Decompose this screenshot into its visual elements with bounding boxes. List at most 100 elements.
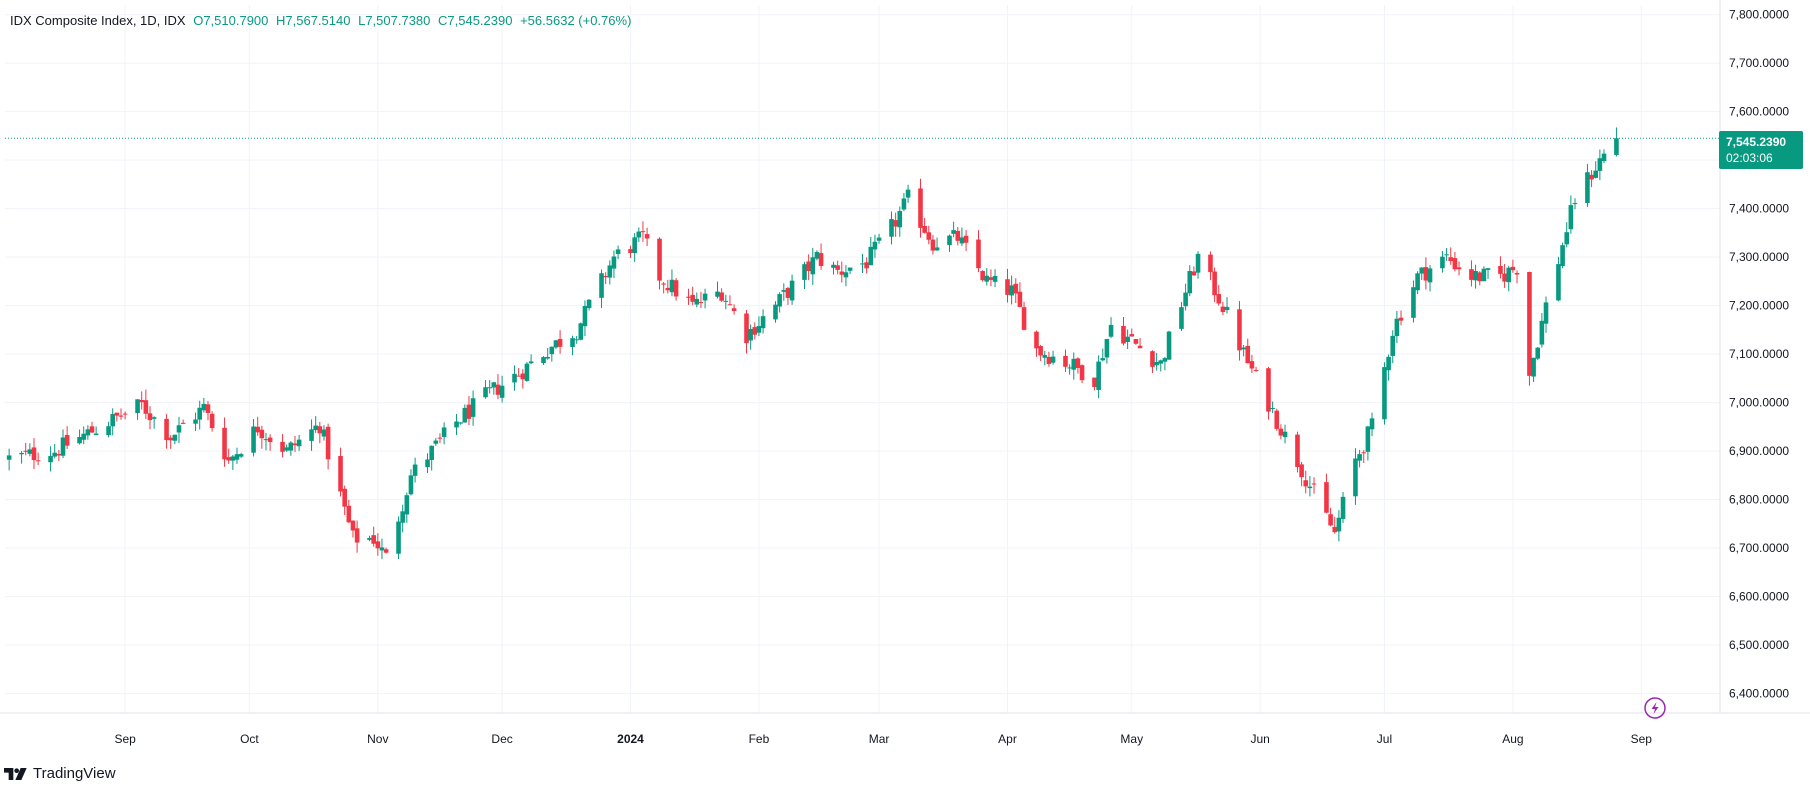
candle: [487, 380, 492, 394]
candle: [317, 421, 323, 444]
candle: [230, 454, 236, 471]
candle-body: [27, 449, 33, 454]
candle-body: [615, 249, 621, 254]
candle: [785, 286, 791, 306]
candle-body: [313, 425, 318, 431]
candle: [607, 260, 613, 285]
candle: [818, 243, 824, 270]
candle: [1361, 450, 1367, 464]
candle: [868, 237, 874, 266]
candle: [1303, 470, 1309, 494]
candle: [309, 419, 314, 451]
candle: [1340, 491, 1346, 523]
candle: [1042, 350, 1048, 366]
candle-body: [296, 439, 302, 447]
candle: [918, 178, 923, 238]
candle-body: [744, 313, 749, 344]
time-tick-label: Sep: [114, 732, 136, 746]
candle-body: [1063, 355, 1068, 367]
candle: [582, 300, 588, 337]
candle-body: [690, 294, 695, 302]
candle-body: [847, 267, 853, 271]
candle-body: [1506, 267, 1512, 283]
candle-body: [528, 361, 534, 364]
candle-body: [263, 439, 269, 441]
candle: [27, 443, 33, 457]
candle-body: [176, 425, 182, 433]
candle: [147, 406, 153, 430]
lightning-icon[interactable]: [1644, 697, 1666, 719]
candle-body: [1361, 452, 1367, 454]
candle: [1390, 330, 1396, 364]
candle: [988, 269, 994, 287]
candle-body: [922, 225, 927, 233]
candle-body: [1137, 345, 1143, 349]
candle: [1013, 278, 1019, 303]
price-tag: 7,545.2390 02:03:06: [1719, 131, 1803, 169]
candle-body: [1510, 266, 1516, 271]
candle: [1365, 425, 1371, 461]
candle: [1510, 259, 1516, 273]
candle: [263, 432, 269, 451]
candle-body: [955, 230, 961, 241]
candle-body: [383, 549, 389, 553]
candle-body: [1150, 351, 1155, 367]
candle: [1386, 354, 1391, 381]
candle: [56, 449, 62, 461]
candle: [292, 436, 298, 452]
candle: [578, 322, 584, 341]
candle: [752, 322, 758, 340]
candle-body: [673, 280, 679, 297]
candle-body: [1245, 345, 1251, 364]
candle: [959, 227, 965, 246]
candle: [1456, 261, 1462, 276]
symbol-title[interactable]: IDX Composite Index, 1D, IDX: [10, 13, 186, 28]
candle-body: [1299, 464, 1304, 478]
price-axis[interactable]: 6,400.0000 6,500.0000 6,600.0000 6,700.0000…: [1729, 8, 1789, 701]
candle: [1311, 477, 1317, 494]
candle: [760, 309, 766, 334]
candle: [1498, 256, 1503, 279]
candle: [1038, 344, 1043, 362]
candle: [346, 499, 352, 524]
candle: [1477, 271, 1483, 286]
candle-body: [905, 189, 911, 198]
candle: [1382, 362, 1387, 425]
candle-body: [1253, 369, 1259, 371]
candle: [694, 292, 700, 308]
candle-body: [85, 429, 91, 436]
candle-body: [930, 239, 936, 251]
candle: [524, 362, 530, 382]
tradingview-brand[interactable]: TradingView: [4, 765, 116, 782]
time-axis[interactable]: Sep Oct Nov Dec 2024 Feb Mar Apr May Jun Jul Aug Sep: [114, 732, 1652, 746]
candle-body: [1191, 271, 1197, 276]
candle: [835, 260, 840, 275]
candle: [1075, 357, 1081, 374]
candle-body: [636, 231, 642, 238]
candle: [139, 391, 145, 410]
candle: [1440, 251, 1445, 273]
candle-body: [893, 220, 898, 227]
candle-body: [222, 427, 227, 460]
price-tick-label: 7,800.0000: [1729, 8, 1789, 22]
candle: [574, 335, 579, 344]
candle-body: [698, 302, 704, 304]
candle: [6, 448, 12, 471]
candle: [31, 438, 37, 470]
price-tick-label: 7,200.0000: [1729, 299, 1789, 313]
candle: [209, 411, 215, 432]
candle: [1278, 424, 1284, 440]
candle: [1307, 475, 1313, 497]
candle: [1502, 263, 1507, 288]
candle-body: [586, 299, 592, 309]
candle: [325, 423, 331, 470]
candle-body: [1527, 272, 1532, 376]
candle-body: [1216, 294, 1222, 304]
high-value: H7,567.5140: [276, 13, 351, 28]
candle: [690, 286, 695, 306]
candle-body: [172, 434, 178, 441]
candle-body: [1498, 266, 1503, 274]
candle: [1469, 260, 1474, 287]
candle: [1270, 401, 1275, 414]
